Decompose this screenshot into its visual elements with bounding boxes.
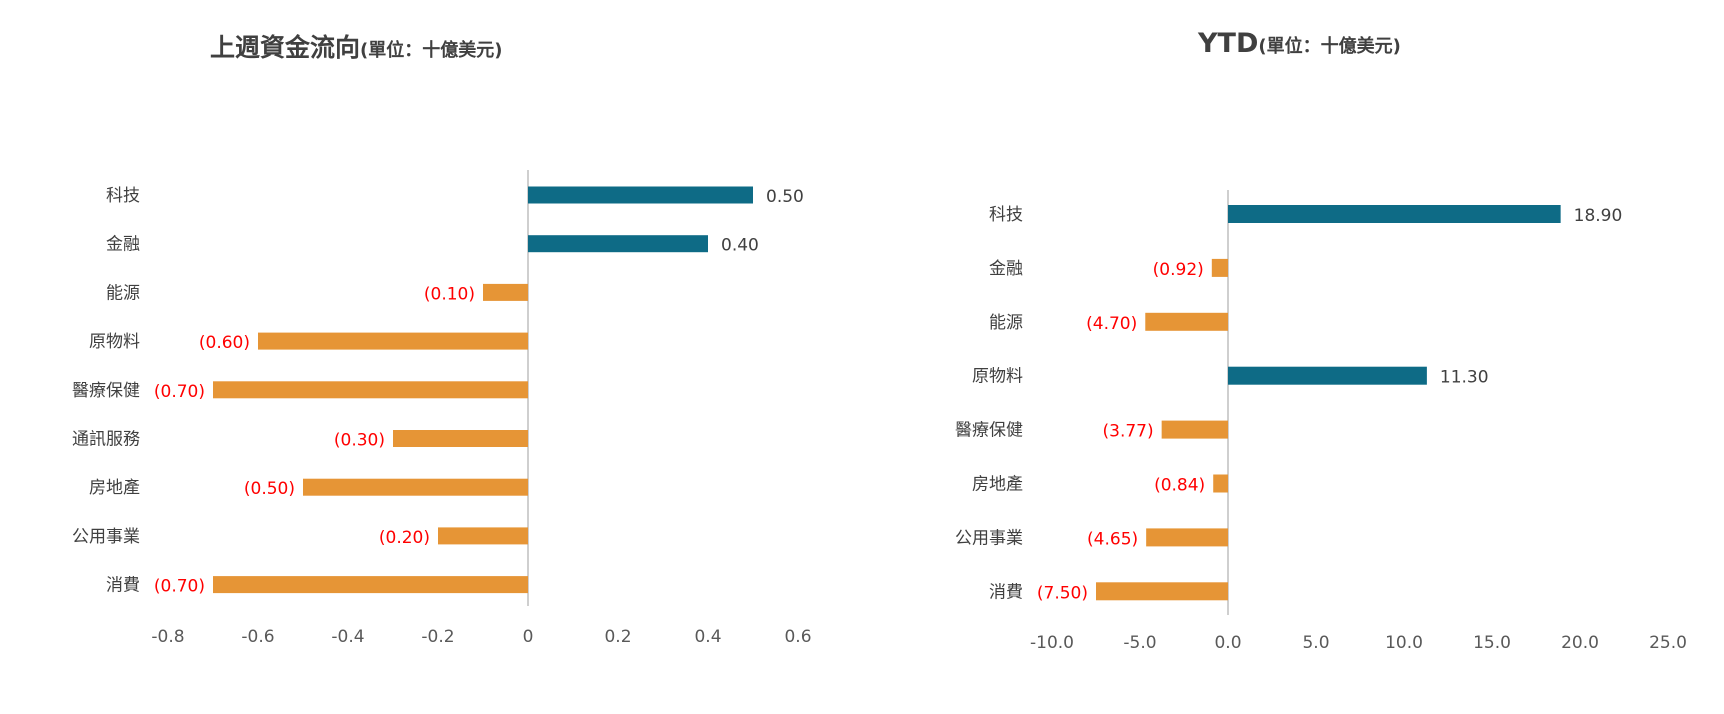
- chart1-title-unit: (單位：十億美元): [360, 39, 502, 61]
- chart2-data-label: (0.92): [1153, 260, 1204, 280]
- chart1-data-label: (0.30): [334, 431, 385, 451]
- chart1-data-label: (0.60): [199, 333, 250, 353]
- chart1-bar: [438, 527, 528, 545]
- chart2-category-label: 科技: [989, 205, 1023, 225]
- chart1-data-label: (0.70): [154, 382, 205, 402]
- chart2-x-tick-label: 5.0: [1302, 633, 1329, 653]
- chart2-category-label: 金融: [989, 259, 1023, 279]
- chart1-data-label: 0.40: [721, 236, 759, 256]
- chart1-x-tick-label: -0.4: [331, 627, 364, 647]
- chart1-data-label: 0.50: [766, 187, 804, 207]
- chart2-x-tick-label: -10.0: [1030, 633, 1074, 653]
- chart1-bar: [258, 332, 528, 350]
- chart2-data-label: 11.30: [1440, 368, 1489, 388]
- chart1-category-label: 公用事業: [72, 527, 140, 547]
- chart1-category-label: 房地產: [89, 478, 140, 498]
- chart2-x-tick-label: -5.0: [1123, 633, 1156, 653]
- chart2-x-tick-label: 0.0: [1214, 633, 1241, 653]
- chart2-data-label: (3.77): [1103, 422, 1154, 442]
- chart2-bar: [1145, 312, 1228, 331]
- chart1-category-label: 金融: [106, 235, 140, 255]
- chart2-data-label: (7.50): [1037, 583, 1088, 603]
- chart1-bar: [213, 381, 528, 399]
- chart1-bar: [483, 283, 528, 301]
- chart1-category-label: 原物料: [89, 332, 140, 352]
- chart2-bar: [1228, 205, 1561, 223]
- chart2-data-label: (4.70): [1086, 314, 1137, 334]
- chart1-data-label: (0.10): [424, 284, 475, 304]
- chart1-x-tick-label: 0.6: [784, 627, 811, 647]
- chart1-data-label: (0.70): [154, 577, 205, 597]
- chart1-x-tick-label: -0.2: [421, 627, 454, 647]
- chart2-x-tick-label: 25.0: [1649, 633, 1687, 653]
- chart2-data-label: 18.90: [1574, 206, 1623, 226]
- chart1-x-tick-label: 0: [523, 627, 534, 647]
- chart1-title-main: 上週資金流向: [210, 33, 360, 62]
- chart2-bar: [1161, 420, 1228, 439]
- chart2-x-tick-label: 15.0: [1473, 633, 1511, 653]
- chart2-plot: 科技 18.90 金融 (0.92) 能源 (4.70) 原物料 11.30 醫療保健 (3.77…: [955, 190, 1687, 653]
- chart2-data-label: (0.84): [1154, 476, 1205, 496]
- chart1-category-label: 能源: [106, 283, 140, 303]
- chart1-bar: [528, 186, 753, 204]
- chart1-x-tick-label: 0.4: [694, 627, 721, 647]
- chart1-category-label: 通訊服務: [72, 430, 140, 450]
- chart2-title-main: YTD: [1197, 28, 1258, 59]
- chart2-data-label: (4.65): [1087, 529, 1138, 549]
- chart1-x-tick-label: 0.2: [604, 627, 631, 647]
- chart2-category-label: 醫療保健: [955, 421, 1023, 441]
- chart2-category-label: 公用事業: [955, 528, 1023, 548]
- chart1-bar: [213, 576, 528, 594]
- chart2-category-label: 消費: [989, 582, 1023, 602]
- chart1-bar: [528, 235, 708, 253]
- chart1-category-label: 醫療保健: [72, 381, 140, 401]
- chart2-title: YTD(單位：十億美元): [1197, 28, 1401, 59]
- chart2-bar: [1211, 258, 1228, 277]
- chart1-category-label: 科技: [106, 186, 140, 206]
- chart2-title-unit: (單位：十億美元): [1258, 35, 1400, 57]
- chart1-bar: [303, 478, 528, 496]
- chart1-data-label: (0.20): [379, 528, 430, 548]
- chart1-x-tick-label: -0.6: [241, 627, 274, 647]
- chart1-category-label: 消費: [106, 576, 140, 596]
- chart1-data-label: (0.50): [244, 479, 295, 499]
- chart2-category-label: 能源: [989, 313, 1023, 333]
- chart2-bar: [1228, 366, 1427, 385]
- chart1-bar: [393, 430, 528, 447]
- chart2-category-label: 房地產: [972, 475, 1023, 495]
- chart1-title: 上週資金流向(單位：十億美元): [210, 33, 502, 62]
- chart2-bar: [1146, 528, 1228, 547]
- chart2-x-tick-label: 10.0: [1385, 633, 1423, 653]
- chart2-bar: [1213, 474, 1228, 493]
- chart2-x-tick-label: 20.0: [1561, 633, 1599, 653]
- chart2-category-label: 原物料: [972, 367, 1023, 387]
- chart2-bar: [1096, 582, 1228, 601]
- chart1-x-tick-label: -0.8: [151, 627, 184, 647]
